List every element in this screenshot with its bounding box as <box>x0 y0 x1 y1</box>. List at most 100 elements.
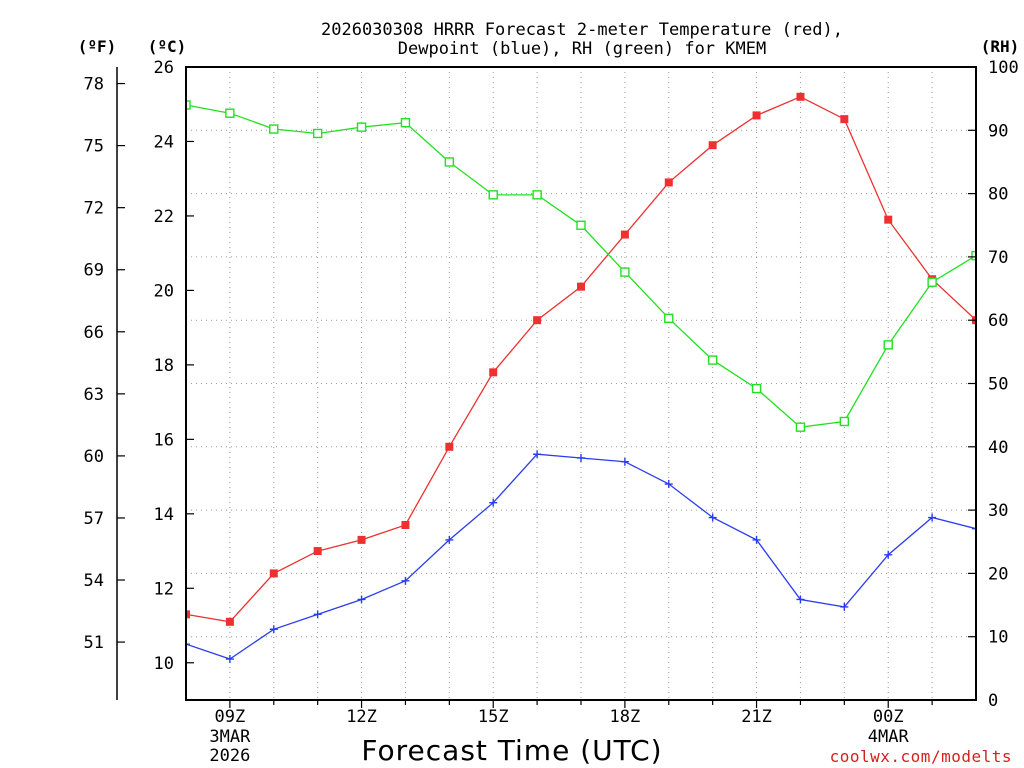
rh-tick-label: 0 <box>988 691 998 711</box>
dewpoint-line <box>186 453 976 660</box>
rh-point <box>883 340 893 350</box>
temperature-point <box>708 141 717 150</box>
dewpoint-point <box>577 453 585 462</box>
rh-tick-label: 90 <box>988 121 1008 141</box>
rh-point <box>532 190 542 200</box>
fahrenheit-tick-label: 57 <box>84 509 104 529</box>
fahrenheit-tick-label: 63 <box>84 385 104 405</box>
dewpoint-point <box>752 535 761 544</box>
dewpoint-point <box>313 610 322 619</box>
rh-unit-label: (RH) <box>981 37 1020 56</box>
celsius-tick-label: 26 <box>154 58 174 78</box>
x-tick-date: 3MAR <box>209 727 251 747</box>
dewpoint-point <box>620 457 629 466</box>
rh-tick-label: 20 <box>988 564 1008 584</box>
temperature-point <box>840 115 849 124</box>
rh-tick-label: 40 <box>988 438 1008 458</box>
x-tick-label: 18Z <box>610 707 641 727</box>
rh-tick-label: 70 <box>988 248 1008 268</box>
rh-point <box>576 220 586 230</box>
temperature-point <box>269 569 278 578</box>
dewpoint-point <box>489 498 498 507</box>
rh-point <box>488 190 498 200</box>
fahrenheit-tick-label: 51 <box>84 633 104 653</box>
rh-point <box>269 124 279 134</box>
dewpoint-point <box>445 535 454 544</box>
celsius-tick-label: 20 <box>154 281 174 301</box>
rh-point <box>312 128 323 139</box>
x-tick-label: 15Z <box>478 707 509 727</box>
celsius-tick-label: 18 <box>154 356 174 376</box>
dewpoint-point <box>186 640 190 649</box>
rh-tick-label: 80 <box>988 185 1008 205</box>
rh-point <box>707 355 718 365</box>
dewpoint-point <box>269 625 278 634</box>
rh-tick-label: 60 <box>988 311 1008 331</box>
temperature-point <box>225 617 234 626</box>
rh-line <box>186 104 976 428</box>
rh-tick-label: 30 <box>988 501 1008 521</box>
rh-point <box>400 118 411 128</box>
rh-point <box>839 416 850 427</box>
x-tick-label: 21Z <box>741 707 772 727</box>
x-tick-date: 4MAR <box>868 727 910 747</box>
x-tick-label: 00Z <box>873 707 904 727</box>
temperature-point <box>186 610 190 619</box>
rh-tick-label: 50 <box>988 375 1008 395</box>
temperature-point <box>357 535 366 544</box>
fahrenheit-tick-label: 60 <box>84 447 104 467</box>
rh-point <box>356 122 367 132</box>
celsius-tick-label: 12 <box>154 579 174 599</box>
fahrenheit-tick-label: 72 <box>84 199 104 219</box>
fahrenheit-tick-label: 69 <box>84 261 104 281</box>
rh-point <box>444 157 455 167</box>
temperature-point <box>752 111 761 120</box>
rh-point <box>225 108 235 118</box>
grid-layer <box>186 67 976 700</box>
fahrenheit-tick-label: 66 <box>84 323 104 343</box>
rh-point <box>620 267 630 277</box>
rh-point <box>186 100 191 110</box>
x-axis-title: Forecast Time (UTC) <box>361 734 662 767</box>
chart-title-line1: 2026030308 HRRR Forecast 2-meter Tempera… <box>321 20 843 40</box>
fahrenheit-tick-label: 54 <box>84 571 104 591</box>
dewpoint-point <box>972 524 976 533</box>
dewpoint-point <box>664 480 673 489</box>
x-tick-label: 09Z <box>215 707 246 727</box>
dewpoint-point <box>225 655 234 664</box>
fahrenheit-tick-label: 75 <box>84 137 104 157</box>
rh-tick-label: 10 <box>988 628 1008 648</box>
temperature-point <box>796 92 805 101</box>
dewpoint-point <box>357 595 366 604</box>
temperature-point <box>533 316 542 325</box>
temperature-point <box>577 282 585 291</box>
dewpoint-point <box>840 602 849 611</box>
rh-point <box>795 422 806 432</box>
chart-title-line2: Dewpoint (blue), RH (green) for KMEM <box>398 39 766 59</box>
series-clip-group <box>186 92 976 664</box>
celsius-tick-label: 16 <box>154 430 174 450</box>
rh-point <box>971 250 976 261</box>
fahrenheit-tick-label: 78 <box>84 75 104 95</box>
x-tick-year: 2026 <box>209 746 250 766</box>
temperature-point <box>664 178 673 187</box>
temperature-point <box>313 547 322 556</box>
celsius-tick-label: 22 <box>154 207 174 227</box>
celsius-tick-label: 14 <box>154 505 174 525</box>
temperature-point <box>884 215 893 224</box>
dewpoint-point <box>928 513 937 522</box>
temperature-point <box>489 368 498 377</box>
temperature-point <box>445 442 454 451</box>
rh-point <box>927 277 937 287</box>
rh-point <box>751 383 762 394</box>
celsius-tick-label: 24 <box>154 132 174 152</box>
celsius-unit-label: (ºC) <box>148 37 187 56</box>
temperature-point <box>620 230 629 239</box>
celsius-tick-label: 10 <box>154 654 174 674</box>
series-layer <box>186 92 976 664</box>
dewpoint-point <box>796 595 805 604</box>
credit-text: coolwx.com/modelts <box>830 747 1012 766</box>
dewpoint-point <box>533 450 542 459</box>
